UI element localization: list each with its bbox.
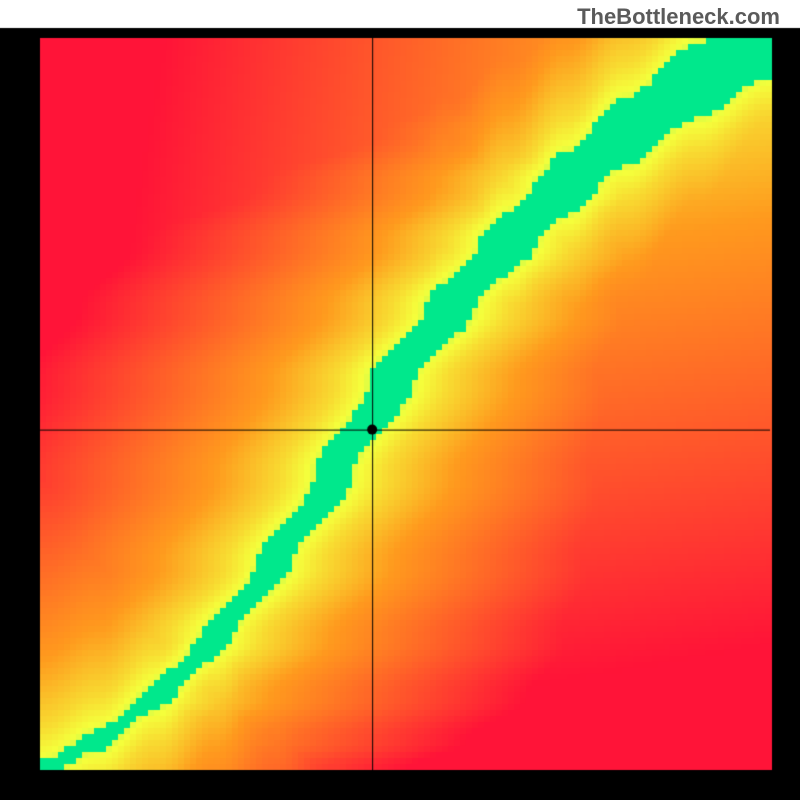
- watermark-text: TheBottleneck.com: [577, 4, 780, 30]
- bottleneck-heatmap: [0, 0, 800, 800]
